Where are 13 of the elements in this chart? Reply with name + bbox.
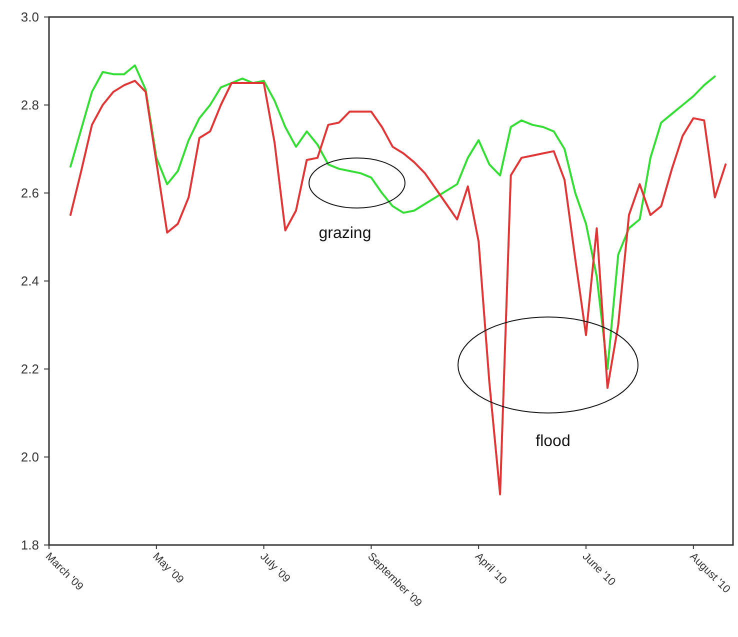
- x-tick-label: July '09: [258, 550, 292, 586]
- line-series: [69, 80, 727, 496]
- y-tick-label: 2.4: [20, 274, 39, 289]
- annotation: grazing: [318, 225, 372, 242]
- y-tick-label: 3.0: [20, 10, 39, 25]
- x-tick-label: April '10: [472, 550, 509, 587]
- y-tick-label: 2.8: [20, 98, 39, 113]
- y-tick-label: 2.6: [20, 186, 39, 201]
- y-tick-label: 2.2: [20, 362, 39, 377]
- y-tick-label: 1.8: [20, 538, 39, 553]
- line-series: [69, 64, 716, 370]
- annotation: flood: [536, 433, 570, 450]
- y-tick-label: 2.0: [20, 450, 39, 465]
